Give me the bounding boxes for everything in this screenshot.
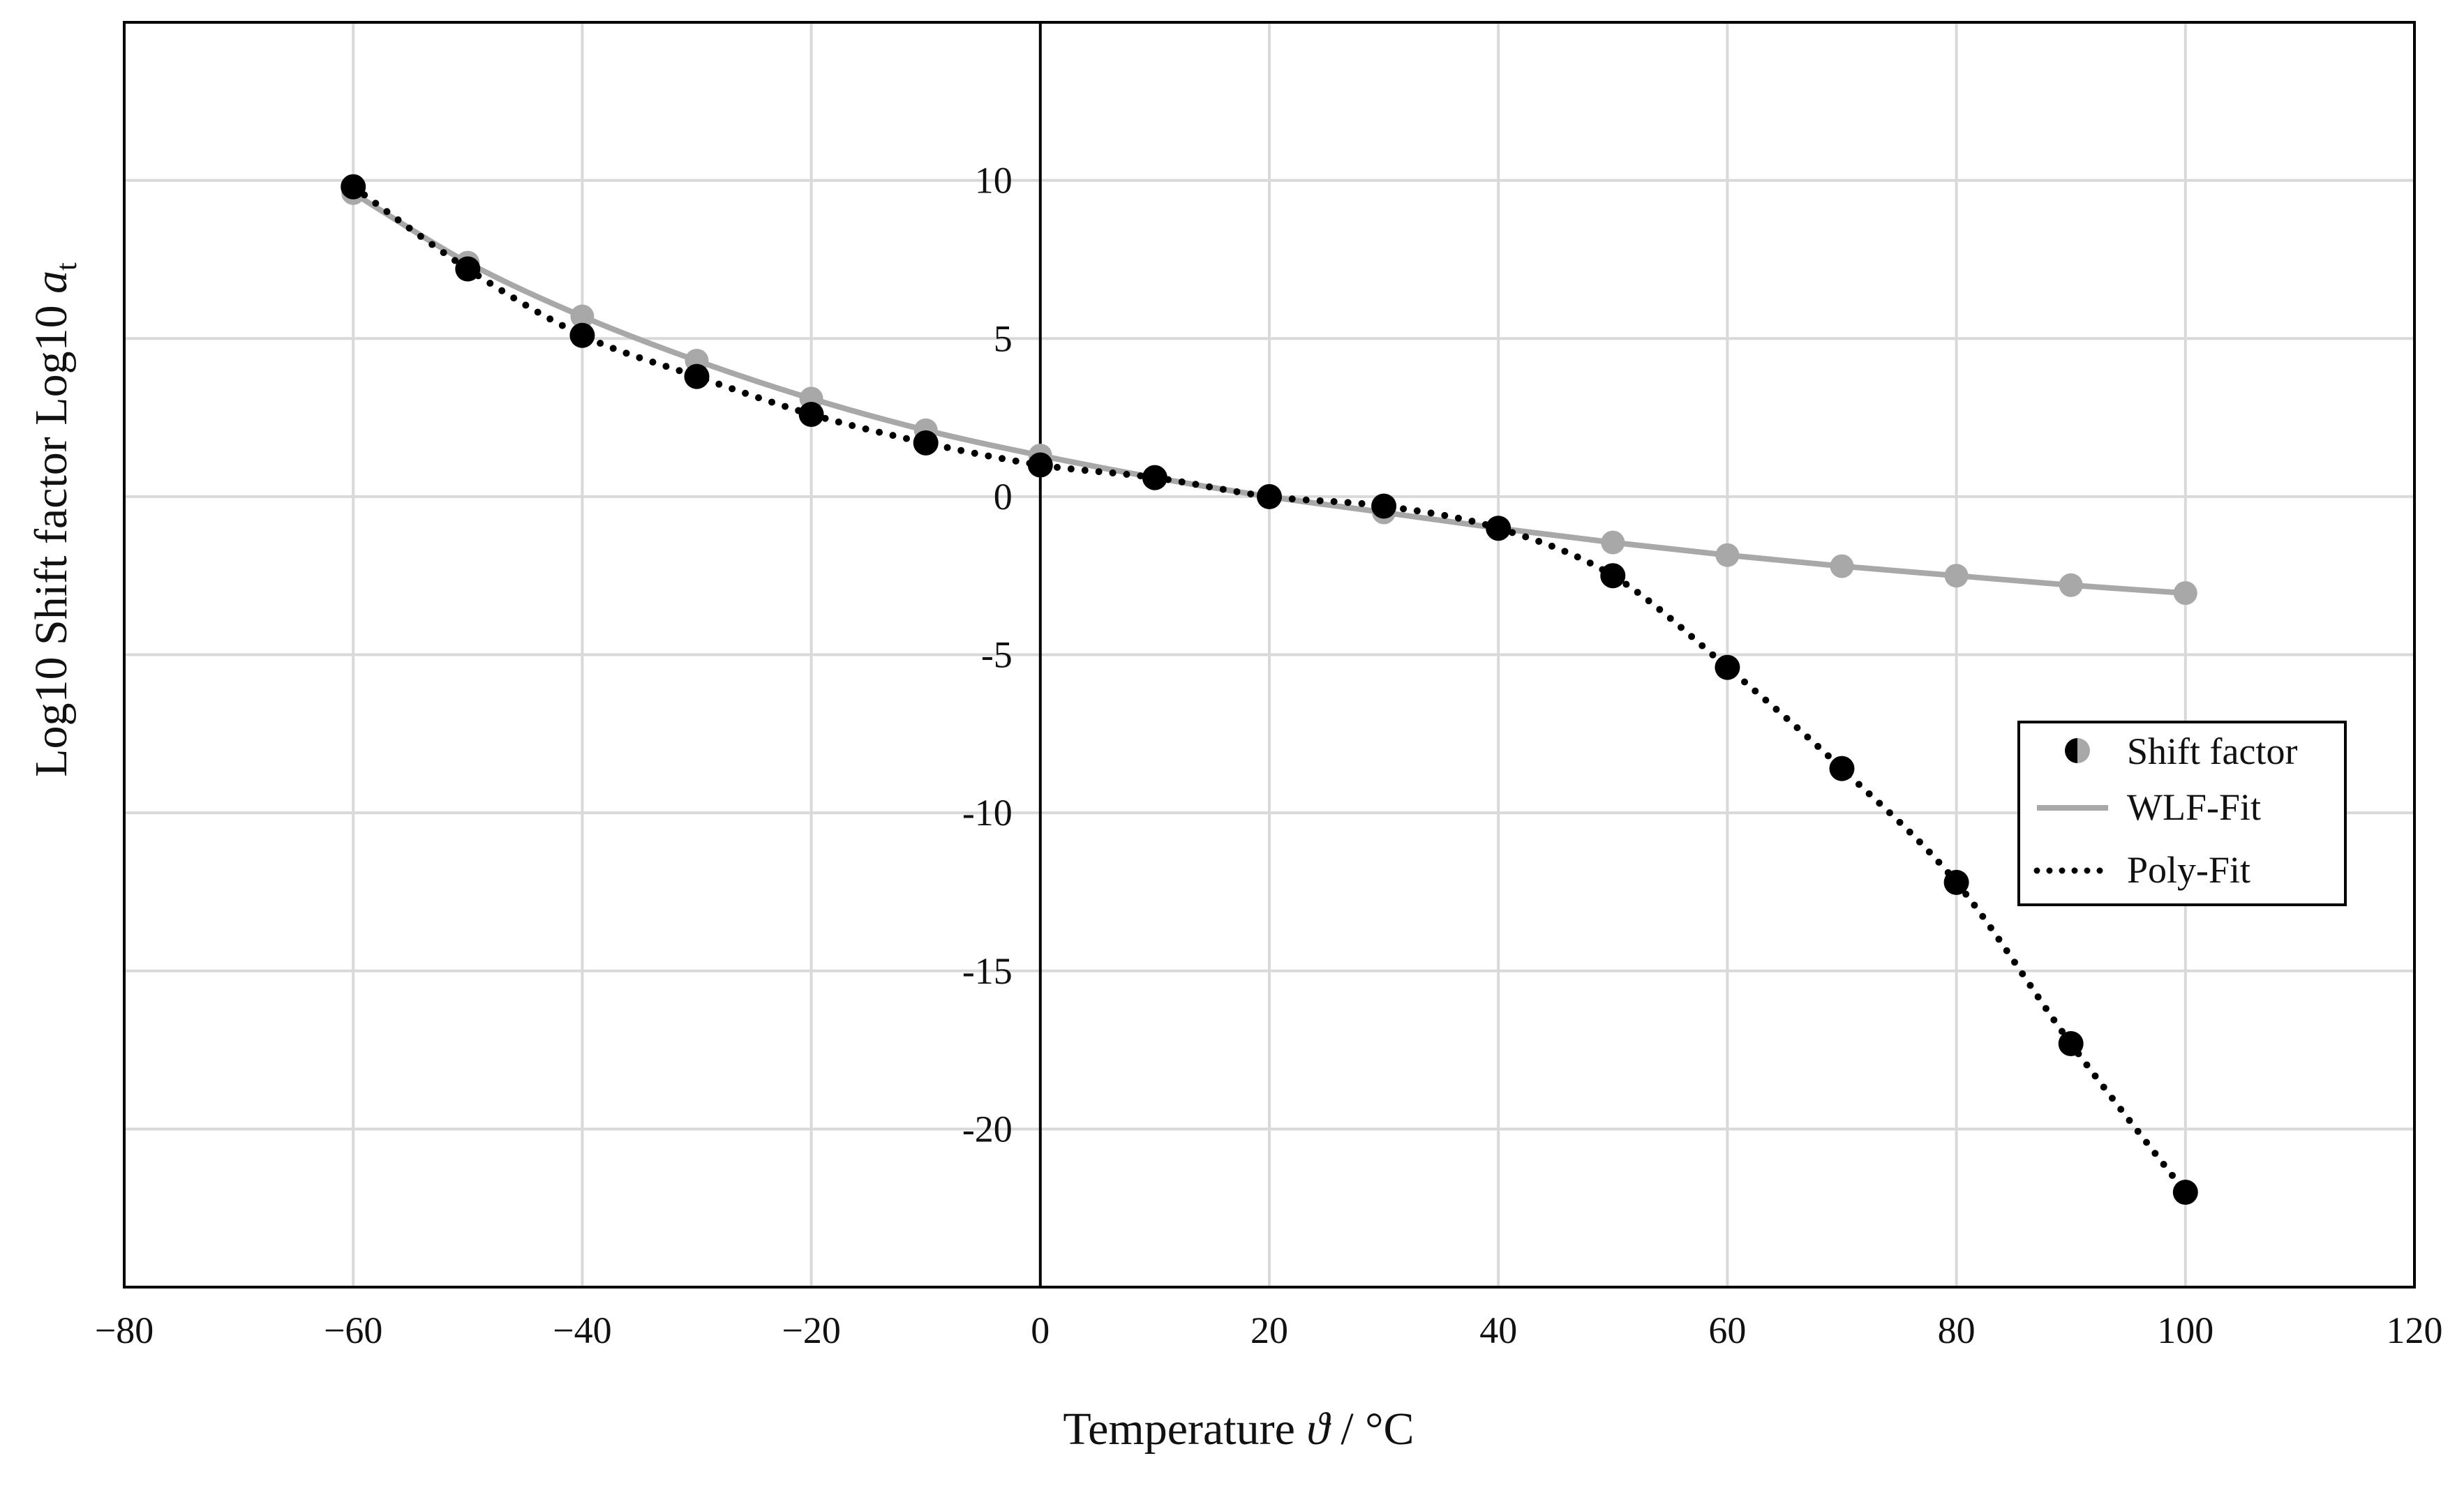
x-axis-title-symbol: ϑ [1306, 1404, 1331, 1455]
x-tick-label: −60 [324, 1309, 382, 1351]
x-tick-label: 80 [1938, 1309, 1976, 1351]
y-axis-title: Log10 Shift factor Log10 at [26, 262, 83, 777]
x-tick-label: 120 [2387, 1309, 2443, 1351]
legend-marker-half-black [2065, 738, 2077, 763]
data-point-poly [798, 402, 824, 428]
x-tick-label: 40 [1479, 1309, 1517, 1351]
data-point-poly [341, 174, 366, 200]
data-point-poly [569, 322, 595, 348]
data-point-poly [2058, 1030, 2084, 1056]
legend-marker-shift-factor [2065, 738, 2090, 763]
data-point-poly [1371, 493, 1397, 519]
legend-label-wlf-fit: WLF-Fit [2127, 786, 2261, 828]
x-axis-title: Temperature ϑ / °C [1063, 1404, 1414, 1455]
data-point-poly [1715, 654, 1740, 680]
x-axis-title-unit: / °C [1341, 1404, 1414, 1455]
data-point-poly [2172, 1180, 2198, 1205]
y-tick-label: -20 [962, 1108, 1013, 1150]
y-tick-label: -10 [962, 792, 1013, 834]
data-point-poly [1257, 483, 1282, 509]
grid [124, 22, 2414, 1287]
y-tick-label: 0 [994, 476, 1013, 518]
series-line-poly-fit [350, 183, 2189, 1196]
series-line-wlf-fit [352, 190, 2186, 596]
legend-marker-half-gray [2077, 738, 2090, 763]
data-point-poly [1600, 563, 1626, 589]
y-tick-label: 5 [994, 317, 1013, 359]
data-point-poly [455, 256, 481, 282]
data-point-poly [913, 430, 939, 456]
tick-labels: −80 −60 −40 −20 0 20 40 60 80 100 120 -20 -15 -10 -5 0 5… [95, 160, 2443, 1351]
data-point-poly [1142, 465, 1167, 490]
plot-frame [123, 21, 2416, 1289]
data-point-poly [684, 363, 710, 389]
y-axis-title-text: Log10 Shift factor Log10 [26, 305, 77, 776]
x-tick-label: −80 [95, 1309, 154, 1351]
x-tick-label: −20 [782, 1309, 840, 1351]
y-tick-label: -5 [981, 634, 1013, 676]
data-point-poly [1943, 869, 1969, 895]
x-axis-title-text: Temperature [1063, 1404, 1295, 1455]
x-tick-label: 100 [2157, 1309, 2213, 1351]
data-point-poly [1486, 516, 1511, 541]
axes [123, 21, 2416, 1289]
y-axis-title-symbol: a [26, 271, 77, 294]
series [341, 174, 2198, 1205]
legend-label-poly-fit: Poly-Fit [2127, 849, 2250, 891]
data-point-poly [1829, 756, 1855, 781]
x-tick-label: −40 [553, 1309, 611, 1351]
y-axis-title-subscript: t [51, 262, 83, 271]
x-tick-label: 60 [1708, 1309, 1746, 1351]
x-tick-label: 20 [1250, 1309, 1288, 1351]
y-tick-label: -15 [962, 950, 1013, 992]
legend-label-shift-factor: Shift factor [2127, 730, 2297, 772]
y-tick-label: 10 [975, 160, 1013, 202]
legend: Shift factor WLF-Fit Poly-Fit [2017, 721, 2347, 906]
data-point-poly [1027, 452, 1053, 478]
x-tick-label: 0 [1031, 1309, 1050, 1351]
